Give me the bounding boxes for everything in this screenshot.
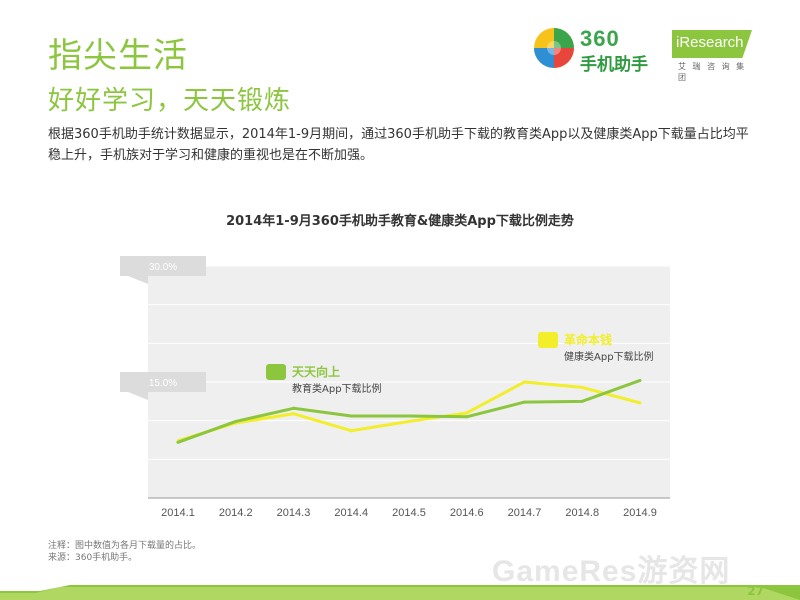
data-point: [407, 419, 411, 423]
data-point: [465, 415, 469, 419]
footer-bar: [0, 585, 800, 600]
x-tick-label: 2014.3: [277, 507, 311, 519]
x-tick-label: 2014.9: [623, 507, 657, 519]
logo-360-assistant: 360 手机助手: [532, 26, 664, 78]
y-tick-label: 30.0%: [120, 256, 206, 284]
data-point: [465, 411, 469, 415]
data-point: [580, 385, 584, 389]
svg-text:15.0%: 15.0%: [149, 378, 177, 389]
x-tick-label: 2014.1: [161, 507, 195, 519]
data-point: [292, 412, 295, 416]
data-point: [234, 419, 238, 423]
page-subtitle: 好好学习，天天锻炼: [48, 86, 292, 116]
data-point: [176, 440, 180, 444]
x-tick-label: 2014.6: [450, 507, 484, 519]
description-text: 根据360手机助手统计数据显示，2014年1-9月期间，通过360手机助手下载的…: [48, 127, 749, 163]
data-point: [638, 401, 642, 405]
data-point: [638, 378, 642, 382]
data-point: [407, 414, 411, 418]
svg-text:健康类App下载比例: 健康类App下载比例: [564, 350, 654, 363]
data-point: [292, 406, 295, 410]
data-point: [580, 399, 584, 403]
x-tick-label: 2014.4: [334, 507, 368, 519]
data-point: [523, 380, 526, 384]
x-tick-label: 2014.5: [392, 507, 426, 519]
x-tick-label: 2014.7: [508, 507, 542, 519]
logo-brand-name: 手机助手: [580, 55, 648, 75]
x-tick-label: 2014.2: [219, 507, 253, 519]
data-point: [349, 414, 353, 418]
logo-iresearch: iResearch 艾 瑞 咨 询 集 团: [672, 30, 758, 82]
svg-text:教育类App下载比例: 教育类App下载比例: [292, 382, 382, 395]
note-text: 注释：图中数值为各月下载量的占比。: [48, 541, 202, 551]
logo-brand-number: 360: [580, 26, 620, 51]
iresearch-logo-subtext: 艾 瑞 咨 询 集 团: [678, 62, 747, 82]
page-number: 27: [747, 584, 764, 598]
line-chart: 30.0% 15.0% 2014.1 2014.2 2014.3 2014.4 2014.5…: [120, 256, 670, 519]
y-tick-label: 15.0%: [120, 372, 206, 400]
source-text: 来源：360手机助手。: [48, 553, 138, 563]
data-point: [349, 429, 353, 433]
data-point: [523, 400, 526, 404]
svg-text:天天向上: 天天向上: [292, 364, 340, 379]
360-ball-icon: [534, 28, 574, 68]
watermark: GameRes游资网: [492, 555, 731, 588]
chart-title: 2014年1-9月360手机助手教育&健康类App下载比例走势: [226, 214, 574, 229]
x-tick-label: 2014.8: [565, 507, 599, 519]
svg-text:30.0%: 30.0%: [149, 262, 177, 273]
page-title: 指尖生活: [48, 36, 188, 76]
svg-text:革命本钱: 革命本钱: [564, 332, 612, 347]
iresearch-logo-text: iResearch: [676, 34, 744, 51]
